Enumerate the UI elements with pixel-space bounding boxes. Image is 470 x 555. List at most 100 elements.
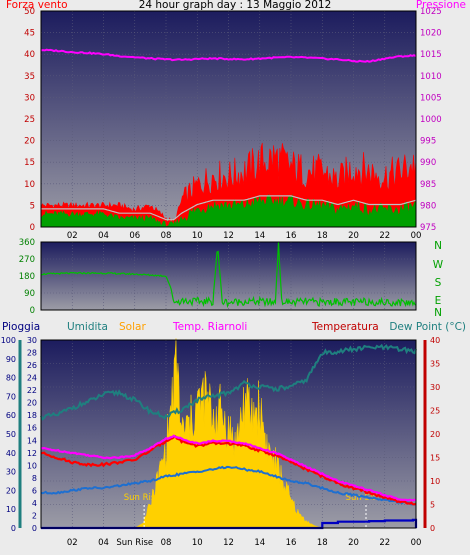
left-axis-label: Forza vento: [6, 0, 68, 11]
compass-label: S: [435, 277, 442, 289]
sun-set-label: Sun Set: [346, 493, 379, 503]
y-left-tick-label: 180: [19, 272, 35, 282]
y-left-tick-label: 25: [24, 115, 35, 125]
x-tick-label: 02: [67, 231, 78, 241]
dewpoint-label: Dew Point (°C): [389, 321, 466, 333]
humidity-tick-label: 70: [6, 392, 16, 401]
plot-frame: [40, 241, 417, 311]
humidity-tick-label: 50: [6, 430, 16, 439]
pressure-series: [40, 48, 417, 63]
plot-frame: [40, 10, 417, 228]
humidity-tick-label: 0: [11, 524, 16, 533]
rain-tick-label: 12: [27, 449, 37, 458]
x-tick-label: 00: [411, 538, 422, 548]
rain-tick-label: 26: [27, 361, 37, 370]
humidity-label: Umidita: [67, 321, 108, 333]
x-tick-label: 16: [286, 231, 297, 241]
y-right-tick-label: 980: [420, 201, 436, 211]
rain-tick-label: 2: [32, 511, 37, 520]
compass-label: E: [435, 295, 442, 307]
humidity-tick-label: 30: [6, 468, 16, 477]
temp-tick-label: 0: [430, 524, 435, 533]
right-axis-label: Pressione: [416, 0, 466, 11]
x-tick-label: 12: [223, 538, 234, 548]
y-left-tick-label: 360: [19, 238, 35, 248]
rain-label: Pioggia: [2, 321, 40, 333]
wind-average-series: [40, 194, 417, 228]
y-left-tick-label: 20: [24, 137, 35, 147]
humidity-tick-label: 10: [6, 505, 16, 514]
y-left-tick-label: 90: [24, 289, 35, 299]
x-tick-label: 16: [286, 538, 297, 548]
y-right-tick-label: 995: [420, 137, 436, 147]
temp-tick-label: 15: [430, 454, 440, 463]
rain-tick-label: 0: [32, 524, 37, 533]
y-left-tick-label: 0: [30, 223, 35, 233]
y-right-tick-label: 1015: [420, 50, 442, 60]
temperature-series: [40, 435, 417, 506]
y-right-tick-label: 975: [420, 223, 436, 233]
humidity-tick-label: 80: [6, 374, 16, 383]
compass-label: W: [433, 259, 444, 271]
sun-rise-label: Sun Rise: [124, 493, 161, 503]
y-left-tick-label: 10: [24, 180, 35, 190]
temp-tick-label: 40: [430, 336, 440, 345]
rain-tick-label: 14: [27, 436, 37, 445]
rain-tick-label: 6: [32, 486, 37, 495]
dewpoint-series: [40, 465, 417, 506]
compass-label: N: [434, 307, 442, 319]
x-tick-label: 08: [161, 538, 172, 548]
humidity-tick-label: 60: [6, 411, 16, 420]
x-tick-label: 18: [317, 231, 328, 241]
page-title: 24 hour graph day : 13 Maggio 2012: [138, 0, 332, 11]
x-tick-label: 22: [379, 538, 390, 548]
x-tick-label: 04: [98, 538, 109, 548]
x-tick-label: 22: [379, 231, 390, 241]
plot-frame: [40, 339, 417, 529]
rain-tick-label: 10: [27, 461, 37, 470]
y-left-tick-label: 15: [24, 158, 35, 168]
x-tick-label: 04: [98, 231, 109, 241]
temp-tick-label: 10: [430, 477, 440, 486]
x-tick-label: 18: [317, 538, 328, 548]
rain-tick-label: 24: [27, 374, 37, 383]
x-tick-label: 20: [348, 231, 359, 241]
x-tick-label: 12: [223, 231, 234, 241]
x-tick-label: Sun Rise: [116, 538, 153, 548]
rain-tick-label: 22: [27, 386, 37, 395]
y-left-tick-label: 5: [30, 201, 35, 211]
x-tick-label: 10: [192, 538, 203, 548]
x-tick-label: 20: [348, 538, 359, 548]
y-left-tick-label: 270: [19, 255, 35, 265]
x-tick-label: 06: [129, 231, 140, 241]
y-left-tick-label: 45: [24, 29, 35, 39]
x-tick-label: 10: [192, 231, 203, 241]
humidity-series: [40, 343, 417, 421]
temp-tick-label: 20: [430, 430, 440, 439]
temp-tick-label: 30: [430, 383, 440, 392]
y-right-tick-label: 1010: [420, 72, 442, 82]
rain-tick-label: 8: [32, 474, 37, 483]
x-tick-label: 00: [411, 231, 422, 241]
y-right-tick-label: 990: [420, 158, 436, 168]
solar-label: Solar: [119, 321, 146, 333]
temperature-label: Temperatura: [311, 321, 379, 333]
y-left-tick-label: 50: [24, 7, 35, 17]
y-left-tick-label: 0: [30, 306, 35, 316]
x-tick-label: 14: [254, 231, 265, 241]
wind-direction-series: [40, 241, 417, 309]
rain-tick-label: 28: [27, 349, 37, 358]
x-tick-label: 02: [67, 538, 78, 548]
y-left-tick-label: 30: [24, 93, 35, 103]
temp-tick-label: 5: [430, 501, 435, 510]
rain-tick-label: 16: [27, 424, 37, 433]
y-right-tick-label: 1025: [420, 7, 442, 17]
rain-tick-label: 20: [27, 399, 37, 408]
y-right-tick-label: 1005: [420, 93, 442, 103]
rain-tick-label: 30: [27, 336, 37, 345]
humidity-tick-label: 100: [1, 336, 16, 345]
